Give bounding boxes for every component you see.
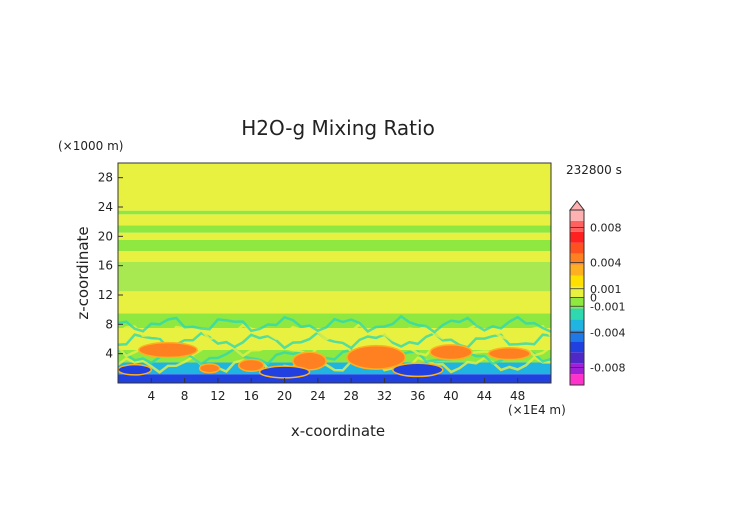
anomaly-blob [346,344,407,370]
plot-area [118,163,551,383]
colorbar-swatch [570,297,584,309]
y-tick-label: 8 [105,317,113,331]
y-tick-label: 12 [98,288,113,302]
colorbar-label: -0.004 [590,327,625,340]
y-axis-ticks: 4 8 12 16 20 24 28 [98,171,123,361]
plot-frame [117,162,552,384]
x-tick-label: 32 [377,389,392,403]
x-tick-label: 8 [181,389,189,403]
level-band [118,251,551,262]
level-band [118,374,551,383]
y-tick-label: 4 [105,347,113,361]
colorbar-swatch [570,275,584,287]
y-tick-label: 16 [98,259,113,273]
level-band [118,291,551,314]
colorbar-swatch [570,319,584,331]
level-band [118,163,551,211]
colorbar-swatch [570,374,584,385]
anomaly-blob [429,344,473,361]
anomaly-blob [138,341,198,359]
anomaly-blob [292,351,327,371]
contour-line [118,347,551,366]
x-tick-label: 36 [410,389,425,403]
x-tick-label: 48 [510,389,525,403]
colorbar-label: -0.001 [590,300,625,313]
bands-layer [118,163,551,383]
x-tick-label: 44 [477,389,492,403]
colorbar-top-arrow [568,200,586,211]
x-tick-label: 12 [210,389,225,403]
level-band [118,262,551,292]
contour-line [118,330,551,350]
x-tick-label: 20 [277,389,292,403]
anomaly-blob [118,363,153,376]
level-band [118,232,551,240]
colorbar-swatch [570,220,584,232]
contour-line [118,355,551,374]
anomaly-blob [237,358,265,373]
y-unit-label: (×1000 m) [58,139,123,153]
colorbar-label: -0.008 [590,362,625,375]
colorbar-swatch [570,210,584,221]
x-axis-label: x-coordinate [291,422,385,440]
colorbar-swatch [570,308,584,320]
level-band [118,362,551,375]
x-axis-ticks: 4 8 12 16 20 24 28 32 36 40 44 48 [147,378,525,403]
x-unit-label: (×1E4 m) [508,403,566,417]
level-band [118,210,551,215]
colorbar-swatches [570,210,584,385]
colorbar-label: 0 [590,292,597,305]
colorbar-swatch [570,341,584,353]
anomaly-blob [198,363,221,374]
colorbar-swatch [570,363,584,375]
level-band [118,225,551,233]
colorbar-swatch [570,231,584,243]
chart-title: H2O-g Mixing Ratio [241,116,435,140]
contour-line [118,314,551,334]
time-label: 232800 s [566,163,622,177]
anomaly-blob [258,365,311,379]
colorbar-swatch [570,286,584,298]
anomaly-blob [487,347,531,361]
x-tick-label: 40 [443,389,458,403]
colorbar-label: 0.004 [590,257,622,270]
level-band [118,214,551,226]
y-tick-label: 20 [98,229,113,243]
y-tick-label: 24 [98,200,113,214]
x-tick-label: 24 [310,389,325,403]
colorbar-swatch [570,242,584,254]
blobs-layer [118,341,531,379]
y-axis-label: z-coordinate [74,226,92,319]
colorbar-swatch [570,352,584,364]
anomaly-blob [392,362,444,378]
colorbar-label: 0.001 [590,283,622,296]
colorbar-label: 0.008 [590,222,622,235]
colorbar-swatch [570,253,584,265]
colorbar-swatch [570,330,584,342]
x-tick-label: 16 [244,389,259,403]
level-band [118,240,551,251]
colorbar-swatch [570,264,584,276]
y-tick-label: 28 [98,171,113,185]
x-tick-label: 28 [344,389,359,403]
x-tick-label: 4 [147,389,155,403]
